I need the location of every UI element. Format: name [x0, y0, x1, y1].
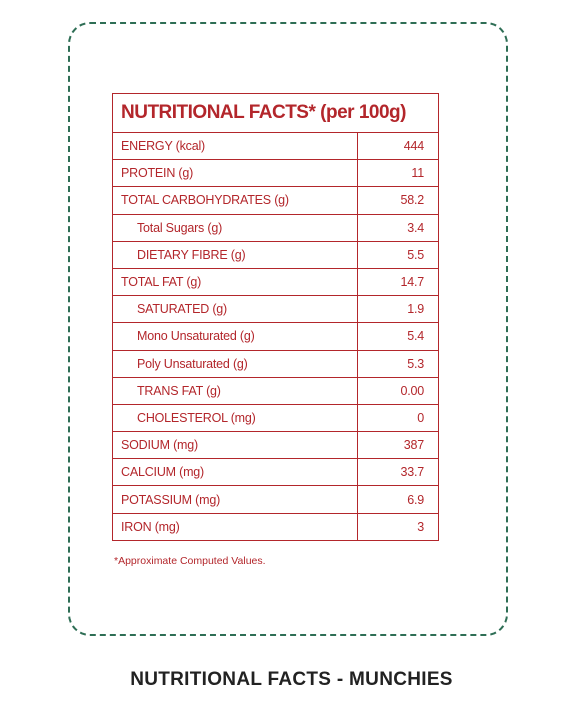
nutrient: Poly Unsaturated (g) — [112, 349, 358, 378]
dashed-frame — [68, 22, 508, 636]
amount: 0 — [357, 403, 439, 433]
row: POTASSIUM (mg) 6.9 — [112, 485, 439, 514]
row: DIETARY FIBRE (g) 5.5 — [112, 240, 439, 269]
amount: 14.7 — [357, 267, 439, 297]
nutrient: CALCIUM (mg) — [112, 458, 358, 487]
row: Total Sugars (g) 3.4 — [112, 213, 439, 242]
nutrient: TRANS FAT (g) — [112, 376, 358, 405]
amount: 5.3 — [357, 349, 439, 378]
amount: 5.4 — [357, 322, 439, 351]
nutrient: POTASSIUM (mg) — [112, 485, 358, 514]
amount: 5.5 — [357, 240, 439, 269]
row: Poly Unsaturated (g) 5.3 — [112, 349, 439, 378]
row: SODIUM (mg) 387 — [112, 431, 439, 460]
footnote: *Approximate Computed Values. — [114, 555, 266, 567]
amount: 387 — [357, 431, 439, 460]
amount: 3.4 — [357, 213, 439, 242]
amount: 0.00 — [357, 376, 439, 405]
amount: 1.9 — [357, 295, 439, 324]
nutrient: CHOLESTEROL (mg) — [112, 403, 358, 433]
amount: 58.2 — [357, 186, 439, 215]
amount: 11 — [357, 159, 439, 188]
row: ENERGY (kcal) 444 — [112, 131, 439, 161]
caption: NUTRITIONAL FACTS - MUNCHIES — [130, 669, 453, 690]
row: TOTAL FAT (g) 14.7 — [112, 267, 439, 297]
title-row: NUTRITIONAL FACTS* (per 100g) — [112, 93, 439, 133]
nutrient: TOTAL CARBOHYDRATES (g) — [112, 186, 358, 215]
nutrient: SATURATED (g) — [112, 295, 358, 324]
row: Mono Unsaturated (g) 5.4 — [112, 322, 439, 351]
row: IRON (mg) 3 — [112, 512, 439, 541]
amount: 6.9 — [357, 485, 439, 514]
nutrient: TOTAL FAT (g) — [112, 267, 358, 297]
row: PROTEIN (g) 11 — [112, 159, 439, 188]
nutrient: Mono Unsaturated (g) — [112, 322, 358, 351]
row: CHOLESTEROL (mg) 0 — [112, 403, 439, 433]
row: TRANS FAT (g) 0.00 — [112, 376, 439, 405]
amount: 3 — [357, 512, 439, 541]
nutrition-table: NUTRITIONAL FACTS* (per 100g) ENERGY (kc… — [112, 93, 439, 541]
table-title: NUTRITIONAL FACTS* (per 100g) — [112, 93, 439, 133]
nutrient: Total Sugars (g) — [112, 213, 358, 242]
amount: 33.7 — [357, 458, 439, 487]
nutrient: IRON (mg) — [112, 512, 358, 541]
row: SATURATED (g) 1.9 — [112, 295, 439, 324]
nutrient: PROTEIN (g) — [112, 159, 358, 188]
nutrient: ENERGY (kcal) — [112, 131, 358, 161]
amount: 444 — [357, 131, 439, 161]
row: TOTAL CARBOHYDRATES (g) 58.2 — [112, 186, 439, 215]
nutrient: DIETARY FIBRE (g) — [112, 240, 358, 269]
row: CALCIUM (mg) 33.7 — [112, 458, 439, 487]
nutrient: SODIUM (mg) — [112, 431, 358, 460]
